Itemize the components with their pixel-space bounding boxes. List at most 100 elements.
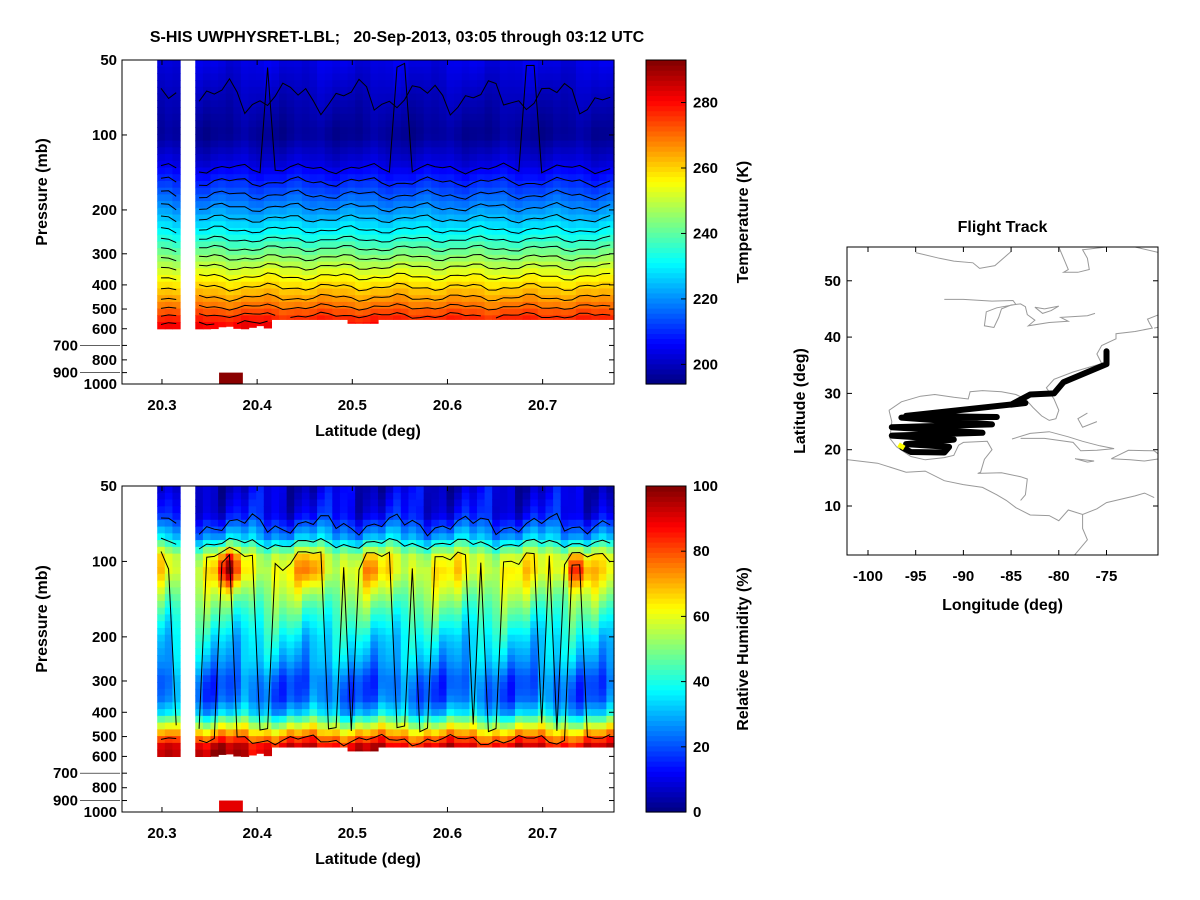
heatmap-cell <box>210 736 219 744</box>
heatmap-cell <box>256 234 265 243</box>
heatmap-cell <box>301 180 311 189</box>
heatmap-cell <box>233 301 242 310</box>
heatmap-cell <box>309 140 318 148</box>
heatmap-cell <box>370 127 379 135</box>
heatmap-cell <box>522 634 531 643</box>
heatmap-cell <box>271 641 280 649</box>
colorbar-tick-label: 240 <box>693 225 718 242</box>
heatmap-cell <box>537 160 547 169</box>
heatmap-cell <box>301 668 311 676</box>
heatmap-cell <box>240 682 250 690</box>
heatmap-cell <box>598 308 607 316</box>
heatmap-cell <box>248 607 257 616</box>
colorbar-swatch <box>646 181 686 188</box>
heatmap-cell <box>423 621 432 629</box>
heatmap-cell <box>271 540 280 548</box>
heatmap-cell <box>598 506 607 514</box>
heatmap-cell <box>606 154 615 162</box>
heatmap-cell <box>362 546 371 555</box>
heatmap-cell <box>294 560 303 568</box>
heatmap-cell <box>438 160 448 169</box>
heatmap-cell <box>515 709 524 717</box>
heatmap-cell <box>248 742 257 751</box>
heatmap-cell <box>568 587 577 595</box>
heatmap-cell <box>446 492 455 501</box>
heatmap-cell <box>240 100 250 108</box>
heatmap-cell <box>271 553 280 561</box>
heatmap-cell <box>553 600 562 609</box>
heatmap-cell <box>484 553 493 561</box>
colorbar-swatch <box>646 75 686 81</box>
heatmap-cell <box>431 519 440 528</box>
heatmap-cell <box>225 308 234 316</box>
heatmap-cell <box>301 221 311 229</box>
heatmap-cell <box>606 614 615 622</box>
heatmap-cell <box>507 519 516 528</box>
heatmap-cell <box>164 140 174 148</box>
heatmap-cell <box>347 492 356 501</box>
heatmap-cell <box>507 506 516 514</box>
heatmap-cell <box>225 621 234 629</box>
heatmap-cell <box>218 167 227 175</box>
heatmap-cell <box>172 93 181 101</box>
heatmap-cell <box>423 688 432 697</box>
heatmap-cell <box>240 533 250 541</box>
heatmap-cell <box>294 120 303 128</box>
heatmap-cell <box>469 66 478 75</box>
heatmap-cell <box>294 133 303 142</box>
heatmap-cell <box>279 587 288 595</box>
heatmap-cell <box>256 553 265 561</box>
heatmap-cell <box>568 80 577 88</box>
heatmap-cell <box>370 688 379 697</box>
heatmap-cell <box>492 742 501 748</box>
heatmap-cell <box>240 154 250 162</box>
heatmap-cell <box>248 66 257 75</box>
heatmap-cell <box>157 519 166 528</box>
heatmap-cell <box>339 140 349 148</box>
heatmap-cell <box>233 254 242 263</box>
heatmap-cell <box>172 627 181 636</box>
heatmap-cell <box>248 492 257 501</box>
heatmap-cell <box>446 729 455 737</box>
heatmap-cell <box>438 519 448 528</box>
heatmap-cell <box>492 580 501 589</box>
heatmap-cell <box>279 533 288 541</box>
heatmap-cell <box>279 154 288 162</box>
heatmap-cell <box>507 688 516 697</box>
heatmap-cell <box>393 80 402 88</box>
heatmap-cell <box>233 120 242 128</box>
heatmap-cell <box>499 546 509 555</box>
heatmap-cell <box>598 580 607 589</box>
heatmap-cell <box>438 722 448 730</box>
heatmap-cell <box>568 100 577 108</box>
colorbar-swatch <box>646 649 686 655</box>
heatmap-cell <box>598 526 607 534</box>
heatmap-cell <box>279 261 288 269</box>
heatmap-cell <box>218 80 227 88</box>
heatmap-cell <box>385 634 394 643</box>
heatmap-cell <box>469 221 478 229</box>
heatmap-cell <box>484 486 493 494</box>
heatmap-cell <box>461 580 470 589</box>
heatmap-cell <box>560 147 569 155</box>
heatmap-cell <box>438 288 448 296</box>
heatmap-cell <box>324 600 333 609</box>
heatmap-cell <box>507 695 516 703</box>
heatmap-cell <box>225 661 234 670</box>
heatmap-cell <box>225 261 234 269</box>
heatmap-cell <box>355 695 364 703</box>
heatmap-cell <box>606 560 615 568</box>
heatmap-cell <box>530 288 539 296</box>
heatmap-cell <box>317 668 326 676</box>
colorbar-swatch <box>646 338 686 345</box>
heatmap-cell <box>476 295 486 303</box>
heatmap-cell <box>233 154 242 162</box>
heatmap-cell <box>263 187 273 195</box>
heatmap-cell <box>332 80 341 88</box>
heatmap-cell <box>279 655 288 663</box>
heatmap-cell <box>461 66 470 75</box>
heatmap-cell <box>438 702 448 710</box>
heatmap-cell <box>309 234 318 243</box>
heatmap-cell <box>377 194 387 202</box>
heatmap-cell <box>507 560 516 568</box>
